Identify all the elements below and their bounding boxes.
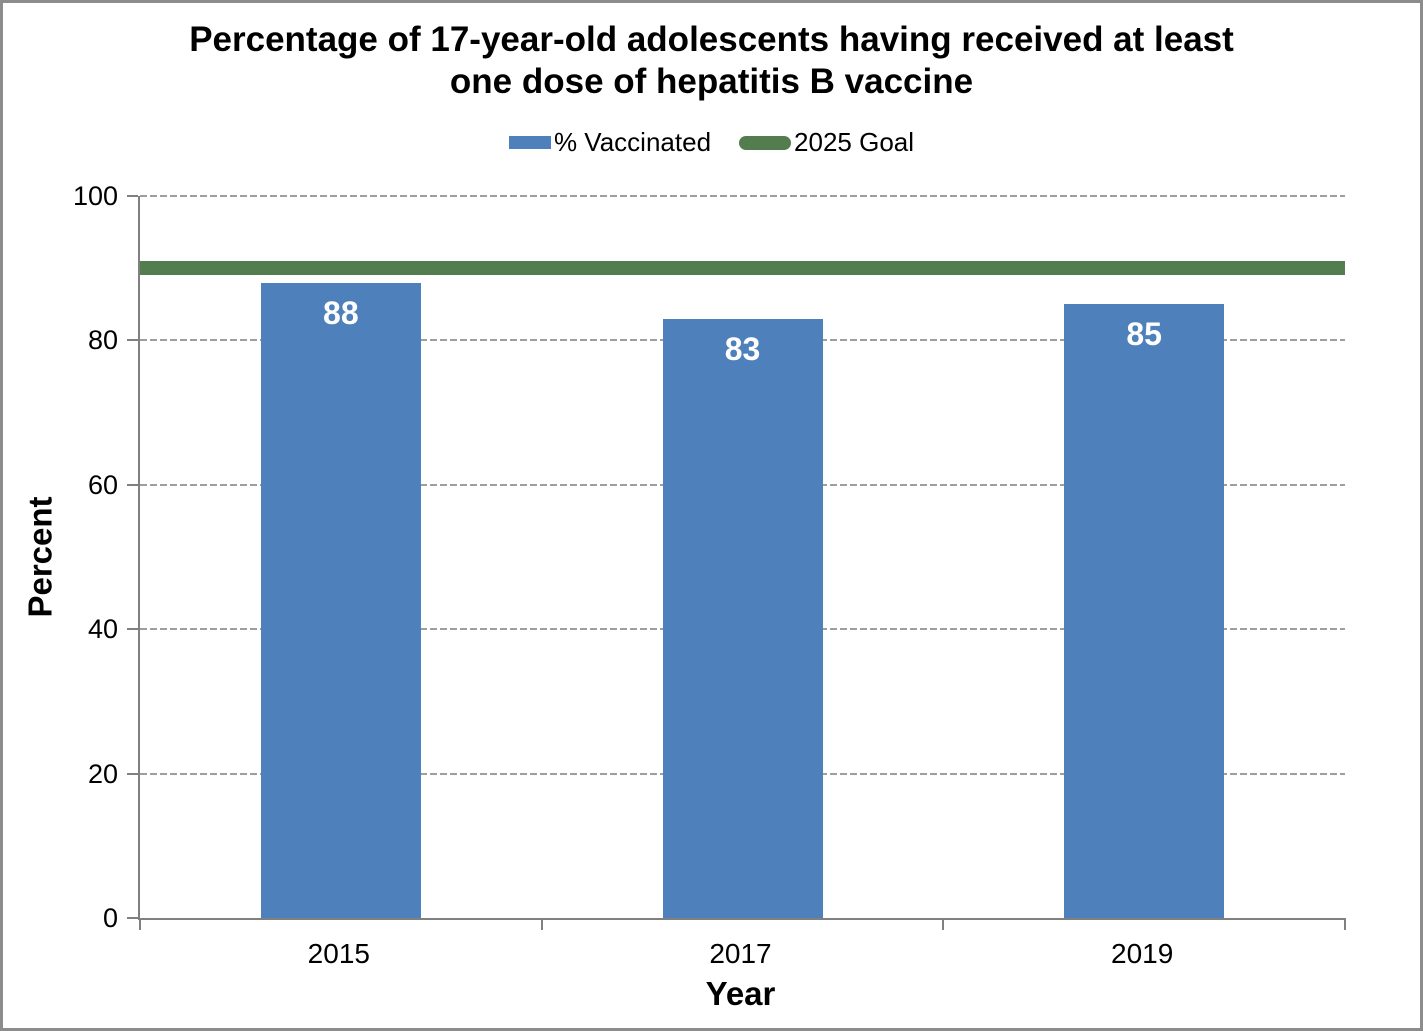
x-axis-tick (1344, 918, 1346, 930)
y-axis-tick (127, 195, 138, 197)
plot-area: 88 83 85 (127, 195, 1346, 930)
bar-value-label: 85 (1126, 316, 1162, 353)
y-tick-label: 80 (87, 325, 118, 356)
legend: % Vaccinated 2025 Goal (3, 127, 1420, 158)
y-tick-label: 60 (87, 469, 118, 500)
bar-2015: 88 (260, 282, 421, 918)
x-axis-title: Year (705, 975, 776, 1012)
y-tick-label: 40 (87, 614, 118, 645)
chart-title-line1: Percentage of 17-year-old adolescents ha… (189, 20, 1234, 59)
y-axis-tick (127, 339, 138, 342)
y-tick-label: 100 (72, 181, 118, 211)
legend-label-vaccinated: % Vaccinated (553, 127, 712, 157)
legend-goal-line-swatch-icon (739, 135, 792, 150)
y-axis-title: Percent (22, 496, 59, 618)
legend-label-goal: 2025 Goal (794, 127, 915, 157)
legend-item-goal: 2025 Goal (739, 127, 914, 158)
bar-value-label: 83 (724, 330, 761, 367)
bar-value-label: 88 (323, 294, 359, 331)
bar-2017: 83 (662, 318, 823, 918)
gridline (140, 195, 1345, 197)
y-axis-tick (127, 628, 138, 631)
x-axis-tick (942, 918, 945, 930)
x-axis-tick (139, 918, 141, 930)
x-tick-label: 2019 (1111, 938, 1174, 969)
legend-item-vaccinated: % Vaccinated (508, 127, 712, 158)
legend-bar-swatch-icon (508, 136, 551, 149)
chart-title-line2: one dose of hepatitis B vaccine (449, 62, 974, 101)
y-tick-label: 0 (102, 903, 118, 933)
goal-line (140, 261, 1345, 276)
chart-title: Percentage of 17-year-old adolescents ha… (3, 19, 1420, 103)
x-tick-label: 2015 (307, 938, 370, 969)
x-axis-tick (540, 918, 543, 930)
x-tick-label: 2017 (709, 938, 772, 969)
y-axis-tick (127, 483, 138, 486)
y-axis-tick (127, 772, 138, 775)
bar-2019: 85 (1064, 304, 1225, 918)
y-axis-tick (127, 917, 138, 919)
y-tick-label: 20 (87, 758, 118, 789)
